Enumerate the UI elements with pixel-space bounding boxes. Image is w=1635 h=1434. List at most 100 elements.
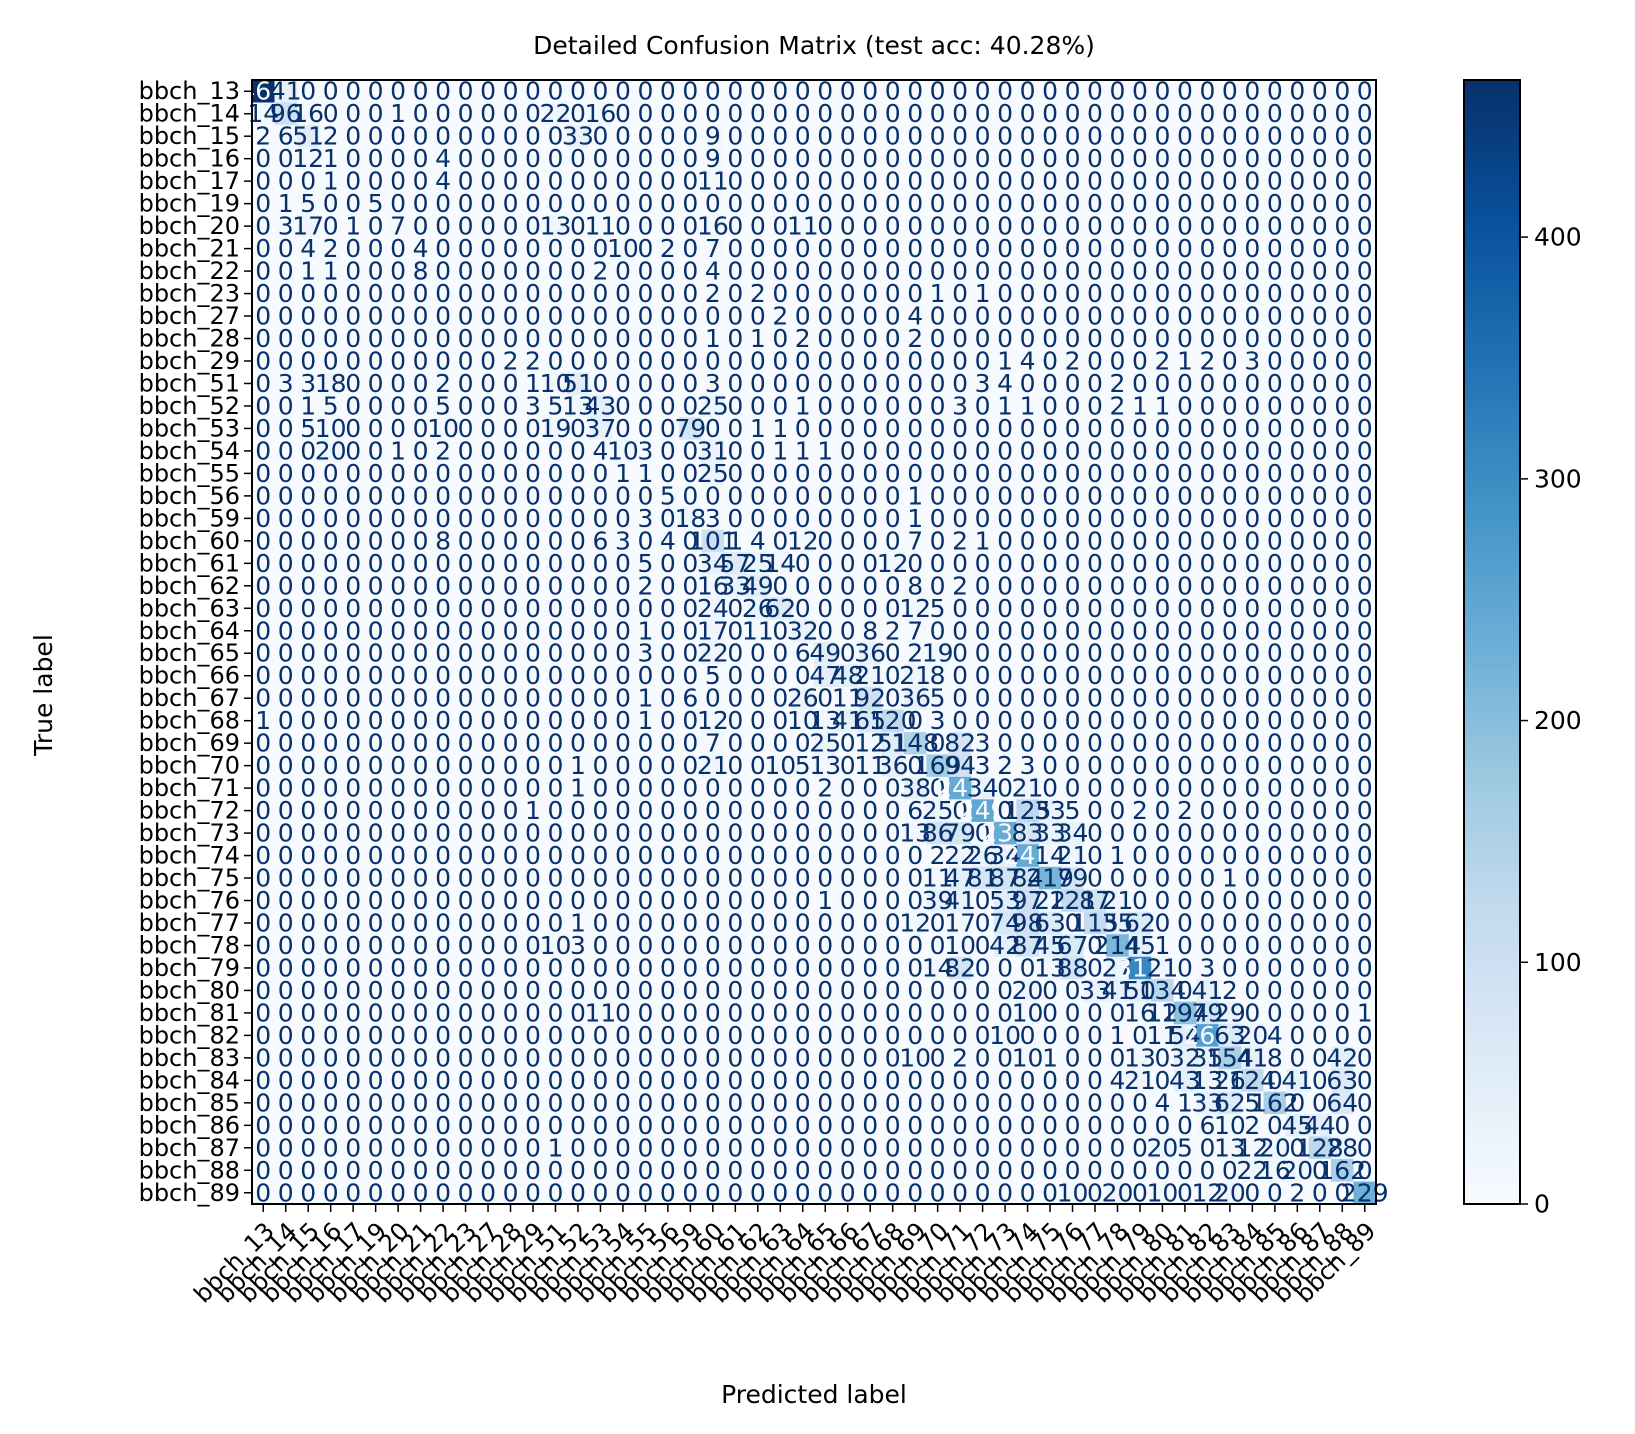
cell-value: 0 [795,1178,811,1207]
cell-value: 0 [435,1178,451,1207]
heatmap-cell [1128,80,1152,104]
heatmap-cell [1196,147,1220,171]
heatmap-cell [1038,124,1062,149]
heatmap-cell [589,80,613,104]
heatmap-cell [274,102,298,126]
heatmap-cell [1263,80,1287,104]
heatmap-cell [386,80,410,104]
heatmap-cell [1061,169,1085,193]
heatmap-cell [364,102,388,126]
heatmap-cell [566,102,590,126]
heatmap-cell [364,169,388,193]
heatmap-cell [926,169,950,193]
heatmap-cell [1331,124,1355,149]
heatmap-cell [1196,169,1220,193]
heatmap-cell [791,124,815,149]
heatmap-cell [701,102,725,126]
heatmap-cell [1196,102,1220,126]
cell-value: 0 [278,1178,294,1207]
heatmap-cell [499,102,523,126]
cell-value: 0 [975,1178,991,1207]
heatmap-cell [1151,147,1175,171]
heatmap-cell [948,124,972,149]
heatmap-cell [296,147,321,171]
heatmap-cell [431,147,455,171]
heatmap-cell [499,80,523,104]
heatmap-cell [454,102,478,126]
heatmap-cell [679,80,703,104]
heatmap-cell [1331,102,1355,126]
heatmap-cell [341,80,365,104]
heatmap-cell [476,102,500,126]
heatmap-cell [1218,80,1242,104]
cell-value: 0 [1042,1178,1058,1207]
heatmap-cell [881,169,905,193]
heatmap-cell [409,147,433,171]
heatmap-cell [724,80,748,104]
cell-value: 10 [1057,1178,1089,1207]
heatmap-cell [656,147,680,171]
cell-value: 0 [323,1178,339,1207]
heatmap-cell [521,102,545,126]
heatmap-cell [1083,147,1107,171]
heatmap-cell [1308,80,1332,104]
cell-value: 0 [1020,1178,1036,1207]
heatmap-cell [769,147,793,171]
heatmap-cell [881,124,905,149]
heatmap-cell [252,80,276,104]
heatmap-cell [656,124,680,149]
cell-value: 0 [952,1178,968,1207]
cell-value: 0 [413,1178,429,1207]
heatmap-cell [1083,169,1107,193]
heatmap-cell [341,102,365,126]
cell-value: 0 [525,1178,541,1207]
heatmap-cell [701,80,725,104]
heatmap-cell [1353,80,1377,104]
heatmap-cell [499,147,523,171]
heatmap-cell [1061,124,1085,149]
heatmap-cell [746,169,770,193]
heatmap-cell [1016,80,1040,104]
heatmap-cell [1331,80,1355,104]
cell-value: 0 [885,1178,901,1207]
heatmap-cell [319,102,343,126]
heatmap-cell [948,102,972,126]
heatmap-cell [296,80,321,104]
heatmap-cell [746,124,770,149]
heatmap-cell [341,124,365,149]
heatmap-cell [1196,124,1220,149]
heatmap-cell [454,169,478,193]
heatmap-cell [791,147,815,171]
heatmap-cell [993,80,1017,104]
cell-value: 0 [1244,1178,1260,1207]
heatmap-cell [634,102,658,126]
heatmap-cell [1083,102,1107,126]
heatmap-cell [521,169,545,193]
heatmap-cell [656,80,680,104]
heatmap-cell [1038,147,1062,171]
heatmap-cell [274,147,298,171]
cell-value: 0 [458,1178,474,1207]
heatmap-cell [1331,169,1355,193]
heatmap-cell [364,147,388,171]
heatmap-cell [724,147,748,171]
heatmap-cell [274,124,298,149]
heatmap-cell [1263,102,1287,126]
heatmap-cell [454,80,478,104]
heatmap-cell [611,169,635,193]
heatmap-cell [454,124,478,149]
heatmap-cell [521,80,545,104]
heatmap-cell [836,147,860,171]
heatmap-cell [1151,169,1175,193]
heatmap-cell [1038,169,1062,193]
heatmap-cell [274,80,298,104]
heatmap-cell [971,102,995,126]
heatmap-cell [1128,102,1152,126]
heatmap-cell [993,147,1017,171]
heatmap-cell [1353,102,1377,126]
cell-value: 0 [637,1178,653,1207]
heatmap-cell [476,80,500,104]
heatmap-cell [319,147,343,171]
cell-value: 0 [862,1178,878,1207]
heatmap-cell [993,124,1017,149]
